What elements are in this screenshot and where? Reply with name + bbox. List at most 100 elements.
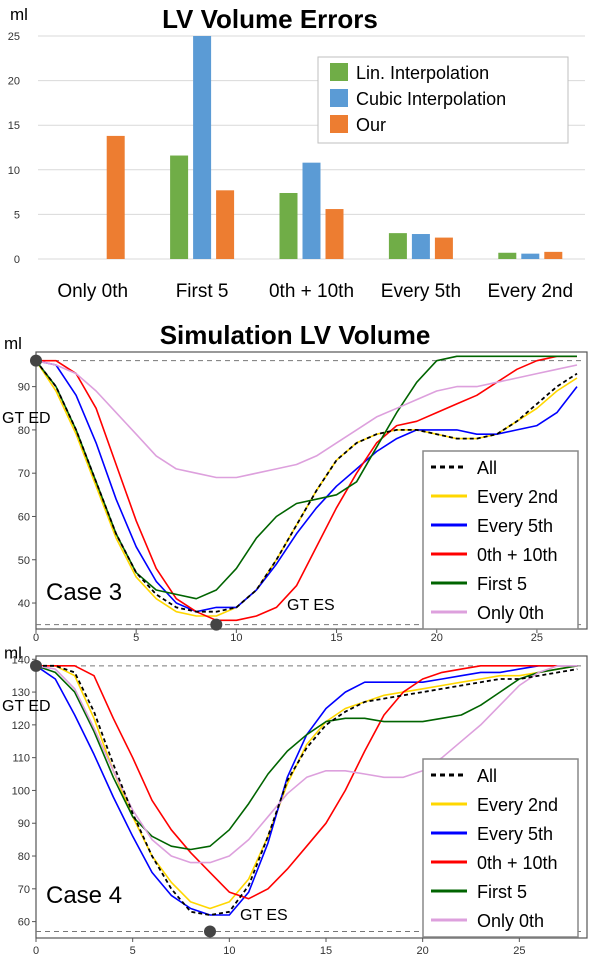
bar-our bbox=[434, 237, 453, 259]
y-tick-label: 60 bbox=[18, 917, 30, 929]
plot-frame bbox=[35, 351, 588, 630]
line-legend-box bbox=[422, 758, 579, 938]
gt-es-label: GT ES bbox=[240, 907, 288, 924]
legend-label: Only 0th bbox=[477, 603, 544, 623]
series-only-0th bbox=[35, 359, 578, 479]
y-tick-label: 80 bbox=[18, 851, 30, 863]
y-tick-label: 130 bbox=[12, 687, 30, 699]
x-tick-label: 0 bbox=[33, 945, 39, 957]
series-first-5 bbox=[35, 665, 578, 851]
bar-bars bbox=[106, 36, 563, 259]
gt-ed-point bbox=[30, 354, 42, 367]
y-tick-label: 120 bbox=[12, 720, 30, 732]
bar-y-tick-label: 0 bbox=[14, 254, 20, 266]
gt-ed-label: GT ED bbox=[2, 698, 51, 715]
bar-category-label: 0th + 10th bbox=[269, 281, 354, 302]
bar-our bbox=[216, 190, 235, 259]
legend-label: Only 0th bbox=[477, 911, 544, 931]
series-all bbox=[36, 664, 578, 916]
x-tick-label: 5 bbox=[133, 632, 139, 644]
bar-categories: Only 0th First 5 0th + 10th Every 5th Every … bbox=[57, 281, 573, 302]
x-tick-label: 20 bbox=[431, 632, 443, 644]
bar-y-tick-label: 25 bbox=[8, 31, 20, 43]
x-tick-label: 25 bbox=[513, 945, 525, 957]
x-tick-label: 15 bbox=[330, 632, 342, 644]
case3-y-unit: ml bbox=[4, 334, 22, 353]
legend-label: Our bbox=[356, 115, 386, 135]
bar-cubic-interpolation bbox=[193, 36, 212, 259]
legend-label: Every 5th bbox=[477, 516, 553, 536]
y-tick-label: 90 bbox=[18, 818, 30, 830]
y-tick-label: 140 bbox=[12, 654, 30, 666]
series-only-0th bbox=[35, 665, 578, 864]
legend-label: First 5 bbox=[477, 574, 527, 594]
x-tick-label: 15 bbox=[320, 945, 332, 957]
bar-category-label: Every 2nd bbox=[488, 281, 574, 302]
legend-label: Every 2nd bbox=[477, 487, 558, 507]
y-tick-label: 90 bbox=[18, 382, 30, 394]
bar-chart: ml LV Volume Errors 0 5 10 15 20 25 Only 0th F… bbox=[8, 4, 585, 302]
bar-y-ticks: 0 5 10 15 20 25 bbox=[8, 31, 20, 266]
case4-line-chart: ml 60 70 80 90 100 110 120 130 140 0 5 10 15 20 25 GT E… bbox=[2, 644, 588, 957]
bar-chart-title: LV Volume Errors bbox=[162, 4, 378, 34]
x-tick-label: 20 bbox=[417, 945, 429, 957]
line-chart-title: Simulation LV Volume bbox=[160, 320, 431, 350]
series-every-5th bbox=[35, 359, 578, 613]
gt-es-label: GT ES bbox=[287, 597, 335, 614]
legend-label: 0th + 10th bbox=[477, 853, 558, 873]
legend-swatch bbox=[330, 115, 348, 133]
y-tick-label: 80 bbox=[18, 425, 30, 437]
case4-y-unit: ml bbox=[4, 644, 22, 663]
bar-our bbox=[106, 135, 125, 259]
bar-category-label: Every 5th bbox=[381, 281, 461, 302]
bar-y-unit: ml bbox=[10, 5, 28, 24]
gt-es-point bbox=[204, 925, 216, 938]
legend-label: Every 5th bbox=[477, 824, 553, 844]
legend-label: All bbox=[477, 766, 497, 786]
bar-y-tick-label: 20 bbox=[8, 76, 20, 88]
plot-frame bbox=[35, 655, 588, 939]
x-tick-label: 0 bbox=[33, 632, 39, 644]
x-tick-label: 25 bbox=[531, 632, 543, 644]
bar-lin-interpolation bbox=[498, 252, 517, 259]
bar-lin-interpolation bbox=[170, 155, 189, 259]
y-tick-label: 40 bbox=[18, 598, 30, 610]
bar-cubic-interpolation bbox=[411, 234, 430, 259]
legend-swatch bbox=[330, 63, 348, 81]
x-tick-label: 5 bbox=[130, 945, 136, 957]
bar-lin-interpolation bbox=[388, 233, 407, 259]
y-tick-label: 110 bbox=[12, 753, 30, 765]
bar-y-tick-label: 5 bbox=[14, 209, 20, 221]
legend-label: Every 2nd bbox=[477, 795, 558, 815]
series-all bbox=[35, 360, 578, 613]
y-tick-label: 50 bbox=[18, 555, 30, 567]
bar-lin-interpolation bbox=[279, 192, 298, 259]
gt-es-point bbox=[210, 618, 223, 631]
legend-label: Cubic Interpolation bbox=[356, 89, 506, 109]
series-every-2nd bbox=[36, 665, 578, 910]
y-tick-label: 60 bbox=[18, 511, 30, 523]
bar-y-tick-label: 10 bbox=[8, 165, 20, 177]
gt-ed-label: GT ED bbox=[2, 410, 51, 427]
bar-cubic-interpolation bbox=[521, 253, 540, 259]
bar-legend: Lin. Interpolation Cubic Interpolation Our bbox=[317, 56, 569, 144]
x-tick-label: 10 bbox=[230, 632, 242, 644]
bar-category-label: First 5 bbox=[176, 281, 229, 302]
y-tick-label: 100 bbox=[12, 785, 30, 797]
legend-label: First 5 bbox=[477, 882, 527, 902]
case-label: Case 4 bbox=[46, 882, 122, 909]
legend-label: All bbox=[477, 458, 497, 478]
legend-label: 0th + 10th bbox=[477, 545, 558, 565]
legend-label: Lin. Interpolation bbox=[356, 63, 489, 83]
series-0th-10th bbox=[36, 665, 578, 900]
y-tick-label: 70 bbox=[18, 468, 30, 480]
legend-swatch bbox=[330, 89, 348, 107]
y-tick-label: 70 bbox=[18, 884, 30, 896]
bar-y-tick-label: 15 bbox=[8, 120, 20, 132]
case3-line-chart: Simulation LV Volume ml 40 50 60 70 80 90 0 5 10… bbox=[2, 320, 588, 644]
bar-category-label: Only 0th bbox=[57, 281, 128, 302]
line-legend-box bbox=[422, 450, 579, 630]
bar-cubic-interpolation bbox=[302, 162, 321, 259]
series-0th-10th bbox=[36, 355, 577, 622]
case-label: Case 3 bbox=[46, 579, 122, 606]
